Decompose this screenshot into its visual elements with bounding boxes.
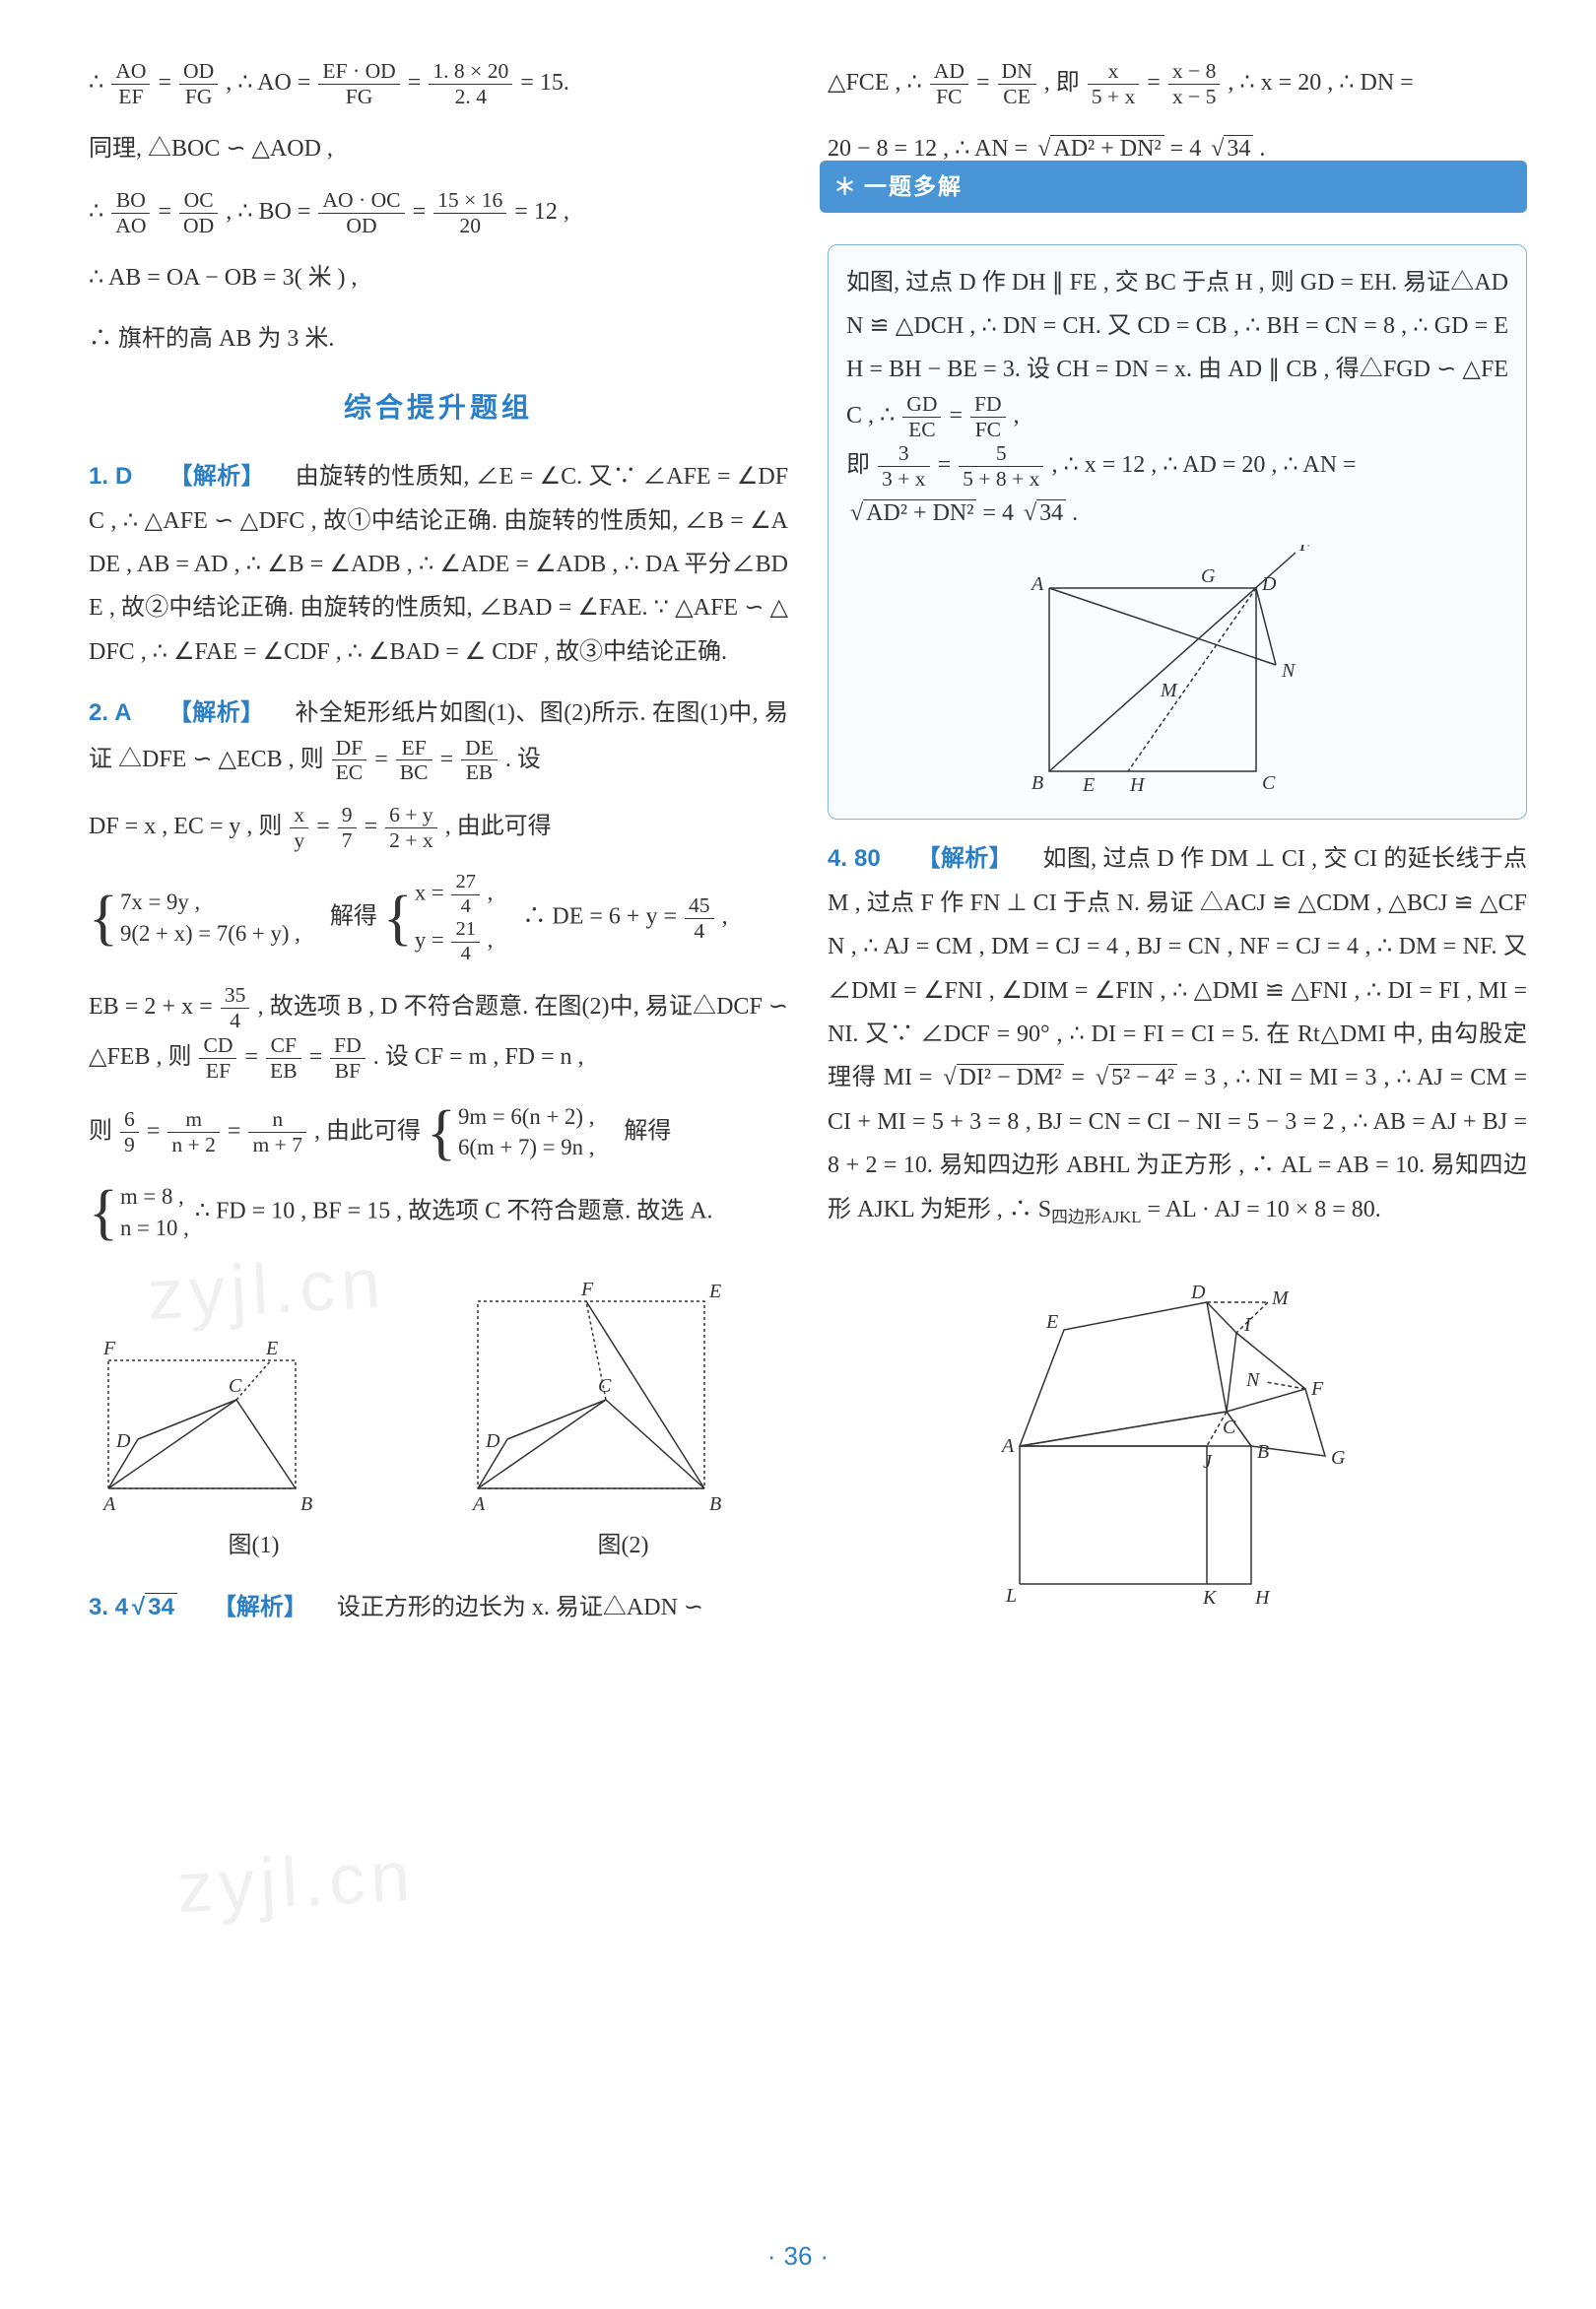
svg-text:F: F [1310,1378,1324,1400]
section-title: 综合提升题组 [89,382,788,433]
svg-text:A: A [1000,1435,1015,1457]
fig1-caption: 图(1) [89,1524,419,1567]
svg-text:E: E [265,1338,278,1359]
svg-text:E: E [1082,774,1095,796]
para-r0: △FCE , ∴ ADFC = DNCE , 即 x5 + x = x − 8x… [828,59,1527,109]
svg-text:A: A [1030,573,1044,595]
q4-label: 【解析】 [917,845,1013,872]
svg-text:M: M [1160,680,1178,701]
q3: 3. 434 【解析】 设正方形的边长为 x. 易证△ADN ∽ [89,1586,788,1629]
svg-text:N: N [1281,660,1297,682]
svg-text:E: E [1045,1311,1058,1333]
svg-text:M: M [1271,1287,1290,1309]
q2-label: 【解析】 [168,699,265,726]
svg-text:G: G [1201,565,1216,587]
callout-p1: 如图, 过点 D 作 DH ∥ FE , 交 BC 于点 H , 则 GD = … [846,261,1508,442]
q2-sys1: { 7x = 9y , 9(2 + x) = 7(6 + y) , 解得 { x… [89,871,788,965]
para-l0: ∴ AOEF = ODFG , ∴ AO = EF · ODFG = 1. 8 … [89,59,788,109]
q2-p4: 则 69 = mn + 2 = nm + 7 , 由此可得 { 9m = 6(n… [89,1101,788,1164]
callout-p2: 即 33 + x = 55 + 8 + x , ∴ x = 12 , ∴ AD … [846,441,1508,492]
figure-3: A D B C G F E H M N [1010,545,1345,801]
svg-text:E: E [708,1281,721,1302]
figure-1: A B C D E F [89,1262,345,1518]
svg-text:H: H [1129,774,1146,796]
svg-text:B: B [1031,772,1043,794]
svg-text:D: D [485,1430,500,1452]
svg-text:D: D [1261,573,1277,595]
para-l4: ∴ 旗杆的高 AB 为 3 米. [89,317,788,361]
q2-number: 2. A [89,699,132,726]
svg-text:C: C [1223,1417,1236,1438]
q4: 4. 80 【解析】 如图, 过点 D 作 DM ⊥ CI , 交 CI 的延长… [828,837,1527,1231]
q4-number: 4. 80 [828,845,881,872]
svg-text:G: G [1331,1447,1346,1469]
q1-number: 1. D [89,463,132,490]
svg-text:B: B [709,1493,721,1515]
left-column: ∴ AOEF = ODFG , ∴ AO = EF · ODFG = 1. 8 … [89,59,788,2167]
figure-2: A B C D E F [458,1262,744,1518]
svg-text:N: N [1245,1369,1261,1391]
svg-text:H: H [1254,1587,1271,1609]
svg-text:B: B [1257,1441,1269,1463]
callout-p3: AD² + DN² = 4 34 . [846,492,1508,535]
svg-text:K: K [1202,1587,1218,1609]
svg-text:D: D [115,1430,131,1452]
svg-text:C: C [1262,772,1276,794]
q2-p2: DF = x , EC = y , 则 xy = 97 = 6 + y2 + x… [89,803,788,853]
asterisk-icon: ＊ [833,173,858,199]
svg-text:F: F [102,1338,116,1359]
svg-text:A: A [471,1493,486,1515]
right-column: △FCE , ∴ ADFC = DNCE , 即 x5 + x = x − 8x… [828,59,1527,2167]
svg-text:I: I [1243,1314,1252,1336]
q3-number: 3. [89,1594,115,1620]
two-figures: A B C D E F 图(1) A B C D E F 图(2) [89,1262,788,1567]
q1: 1. D 【解析】 由旋转的性质知, ∠E = ∠C. 又∵ ∠AFE = ∠D… [89,455,788,674]
q1-text: 由旋转的性质知, ∠E = ∠C. 又∵ ∠AFE = ∠DFC , ∴ △AF… [89,464,788,665]
q2-p3: EB = 2 + x = 354 , 故选项 B , D 不符合题意. 在图(2… [89,983,788,1083]
callout-box: 如图, 过点 D 作 DH ∥ FE , 交 BC 于点 H , 则 GD = … [828,244,1527,821]
q3-text: 设正方形的边长为 x. 易证△ADN ∽ [313,1595,703,1620]
para-l2: ∴ BOAO = OCOD , ∴ BO = AO · OCOD = 15 × … [89,188,788,238]
para-l1: 同理, △BOC ∽ △AOD , [89,127,788,170]
svg-text:J: J [1203,1451,1213,1473]
page-number: ·36· [0,2241,1596,2272]
q3-label: 【解析】 [213,1594,307,1620]
q2-p5: { m = 8 , n = 10 , ∴ FD = 10 , BF = 15 ,… [89,1181,788,1244]
para-l3: ∴ AB = OA − OB = 3( 米 ) , [89,256,788,299]
svg-text:F: F [1298,545,1312,556]
fig2-caption: 图(2) [458,1524,788,1567]
svg-text:F: F [580,1279,594,1300]
svg-text:A: A [101,1493,116,1515]
q1-label: 【解析】 [169,463,265,490]
svg-text:C: C [229,1375,242,1397]
q2-p1: 2. A 【解析】 补全矩形纸片如图(1)、图(2)所示. 在图(1)中, 易证… [89,692,788,785]
figure-4: L K H A J BC D E IM N F G [980,1259,1374,1614]
svg-text:D: D [1190,1282,1206,1303]
svg-text:C: C [598,1375,612,1397]
svg-text:B: B [300,1493,312,1515]
svg-text:L: L [1005,1585,1017,1607]
callout-header: ＊一题多解 [820,161,1527,213]
